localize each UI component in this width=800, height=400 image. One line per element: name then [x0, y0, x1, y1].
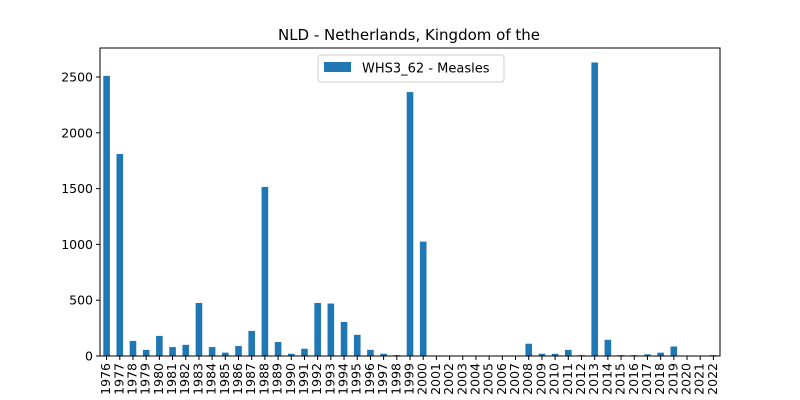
bar-1997: [380, 353, 387, 356]
x-tick-label: 2012: [573, 363, 588, 395]
bar-2019: [670, 346, 678, 356]
y-tick-label: 500: [69, 293, 93, 308]
x-tick-label: 1976: [98, 363, 113, 395]
bar-1986: [235, 345, 242, 356]
legend-swatch: [324, 62, 351, 72]
x-tick-label: 2015: [613, 363, 628, 395]
x-tick-label: 2017: [639, 363, 654, 395]
bar-1995: [353, 334, 361, 356]
x-tick-label: 1979: [138, 363, 153, 395]
bar-1990: [287, 353, 295, 356]
bar-1981: [169, 347, 176, 356]
x-tick-label: 2016: [626, 363, 641, 395]
x-tick-label: 1986: [230, 363, 245, 395]
x-tick-label: 2014: [599, 363, 614, 395]
bar-2014: [604, 339, 612, 356]
y-tick-label: 2000: [61, 125, 93, 140]
bar-2011: [565, 349, 572, 356]
x-tick-label: 2007: [507, 363, 522, 395]
x-tick-label: 1997: [375, 363, 390, 395]
x-tick-label: 2011: [560, 363, 575, 395]
legend: WHS3_62 - Measles: [317, 54, 505, 83]
x-tick-label: 2022: [705, 363, 720, 395]
x-tick-label: 2005: [481, 363, 496, 395]
bar-1984: [208, 347, 216, 356]
bar-1982: [182, 344, 190, 356]
bar-1993: [327, 303, 335, 356]
x-tick-label: 1980: [151, 363, 166, 395]
bar-2018: [657, 352, 664, 356]
x-tick-label: 2021: [692, 363, 707, 395]
x-tick-label: 1987: [243, 363, 258, 395]
x-tick-label: 2018: [652, 363, 667, 395]
x-axis: 1976197719781979198019811982198319841985…: [98, 356, 720, 395]
bar-1983: [195, 302, 203, 356]
x-tick-label: 1991: [296, 363, 311, 395]
x-tick-label: 1978: [124, 363, 139, 395]
bar-1987: [248, 330, 255, 356]
x-tick-label: 1989: [270, 363, 285, 395]
bar-1991: [301, 348, 308, 356]
x-tick-label: 2008: [520, 363, 535, 395]
x-tick-label: 2004: [467, 363, 482, 395]
x-tick-label: 1994: [336, 363, 351, 395]
x-tick-label: 1999: [402, 363, 417, 395]
x-tick-label: 2010: [547, 363, 562, 395]
y-tick-label: 0: [85, 349, 93, 364]
x-tick-label: 1990: [283, 363, 298, 395]
x-tick-label: 2001: [428, 363, 443, 395]
bar-1999: [406, 92, 414, 356]
x-tick-label: 2013: [586, 363, 601, 395]
x-tick-label: 1983: [190, 363, 205, 395]
bar-1992: [314, 302, 321, 356]
y-tick-label: 2500: [61, 70, 93, 85]
x-tick-label: 2000: [415, 363, 430, 395]
x-tick-label: 1984: [204, 363, 219, 395]
bar-1994: [340, 321, 348, 356]
x-tick-label: 1993: [322, 363, 337, 395]
bar-2008: [525, 343, 533, 356]
bar-1996: [367, 349, 374, 356]
bar-2009: [538, 353, 546, 356]
bars-layer: [103, 62, 717, 357]
bar-1977: [116, 154, 124, 356]
plot-frame: [99, 47, 721, 357]
legend-label: WHS3_62 - Measles: [362, 62, 490, 77]
bar-2010: [551, 353, 559, 356]
bar-1978: [129, 340, 137, 356]
chart-title: NLD - Netherlands, Kingdom of the: [278, 26, 540, 44]
y-tick-label: 1500: [61, 181, 93, 196]
bar-1985: [222, 352, 229, 356]
x-tick-label: 1998: [388, 363, 403, 395]
x-tick-label: 1988: [256, 363, 271, 395]
y-axis: 0 500 1000 1500 2000 2500: [61, 70, 100, 364]
bar-1980: [156, 335, 163, 356]
x-tick-label: 2006: [494, 363, 509, 395]
y-tick-label: 1000: [61, 237, 93, 252]
legend-box: [317, 54, 505, 83]
x-tick-label: 1996: [362, 363, 377, 395]
bar-2017: [644, 354, 651, 356]
bar-1988: [261, 186, 269, 356]
bar-2013: [591, 62, 598, 356]
bar-1979: [142, 349, 150, 356]
x-tick-label: 1985: [217, 363, 232, 395]
x-tick-label: 1982: [177, 363, 192, 395]
x-tick-label: 2003: [454, 363, 469, 395]
bar-1976: [103, 75, 110, 357]
x-tick-label: 1977: [111, 363, 126, 395]
x-tick-label: 2009: [533, 363, 548, 395]
x-tick-label: 2020: [679, 363, 694, 395]
x-tick-label: 1995: [349, 363, 364, 395]
x-tick-label: 1981: [164, 363, 179, 395]
x-tick-label: 2019: [665, 363, 680, 395]
x-tick-label: 2002: [441, 363, 456, 395]
bar-1989: [274, 342, 282, 356]
x-tick-label: 1992: [309, 363, 324, 395]
bar-2000: [419, 241, 427, 356]
